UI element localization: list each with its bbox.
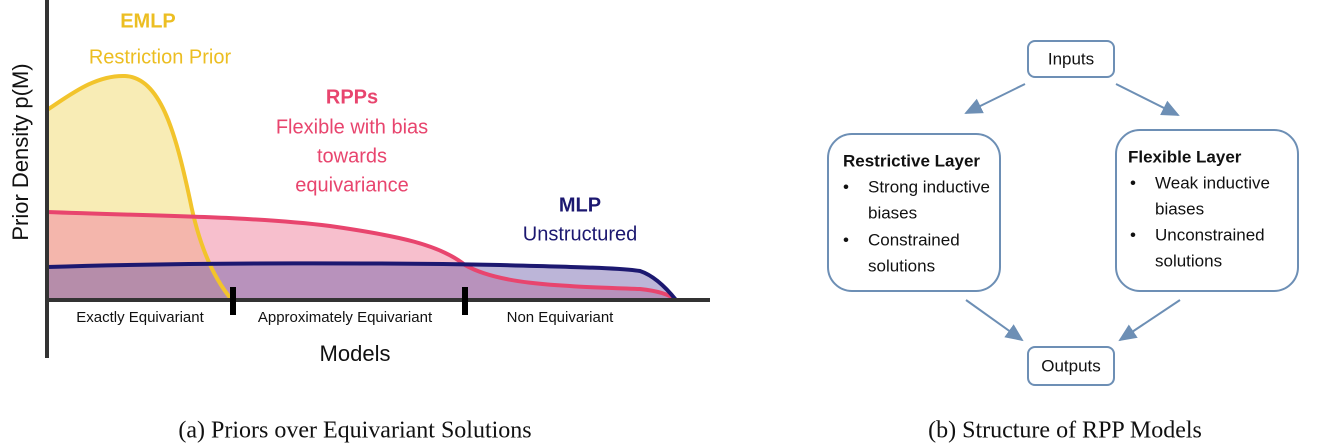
node-title: Restrictive Layer	[843, 151, 980, 170]
region-divider	[230, 287, 236, 315]
region-label: Exactly Equivariant	[76, 309, 204, 326]
arrow	[965, 299, 1024, 342]
node-item: solutions	[868, 256, 935, 275]
node-label: Outputs	[1041, 356, 1101, 375]
annotation-text: Unstructured	[523, 223, 638, 245]
node-item: Constrained	[868, 230, 960, 249]
bullet: •	[1130, 225, 1136, 244]
annotation-text: equivariance	[295, 174, 408, 196]
rpp-curve	[46, 210, 678, 302]
x-label: Models	[320, 341, 391, 366]
annotation-title: MLP	[559, 194, 601, 216]
region-divider	[462, 287, 468, 315]
bullet: •	[843, 230, 849, 249]
node-item: Strong inductive	[868, 177, 990, 196]
arrow	[964, 83, 1026, 114]
annotation-title: EMLP	[120, 10, 176, 32]
region-label: Approximately Equivariant	[258, 309, 433, 326]
annotation-text: towards	[317, 145, 387, 167]
priors-panel: Prior Density p(M) Models Exactly Equiva…	[8, 0, 710, 444]
mlp-curve	[46, 261, 678, 302]
node-item: Weak inductive	[1155, 173, 1270, 192]
node-item: solutions	[1155, 251, 1222, 270]
node-item: biases	[868, 203, 917, 222]
node-title: Flexible Layer	[1128, 147, 1242, 166]
y-label: Prior Density p(M)	[8, 63, 33, 240]
annotation-text: Flexible with bias	[276, 116, 428, 138]
caption: (a) Priors over Equivariant Solutions	[178, 418, 531, 444]
node-item: Unconstrained	[1155, 225, 1265, 244]
emlp-curve	[45, 73, 234, 302]
region-label: Non Equivariant	[507, 309, 615, 326]
bullet: •	[843, 177, 849, 196]
node-item: biases	[1155, 199, 1204, 218]
node-label: Inputs	[1048, 49, 1094, 68]
rpp-area	[47, 212, 676, 300]
structure-panel: Inputs Outputs Restrictive Layer • Stron…	[827, 40, 1299, 444]
node-box	[1115, 129, 1299, 292]
node-box	[1027, 346, 1115, 386]
node-box	[827, 133, 1001, 292]
annotation-text: Restriction Prior	[89, 46, 232, 68]
arrow	[1118, 299, 1181, 342]
arrow	[1115, 83, 1180, 116]
caption: (b) Structure of RPP Models	[928, 418, 1202, 444]
bullet: •	[1130, 173, 1136, 192]
annotation-title: RPPs	[326, 86, 378, 108]
node-box	[1027, 40, 1115, 78]
mlp-area	[47, 263, 676, 300]
